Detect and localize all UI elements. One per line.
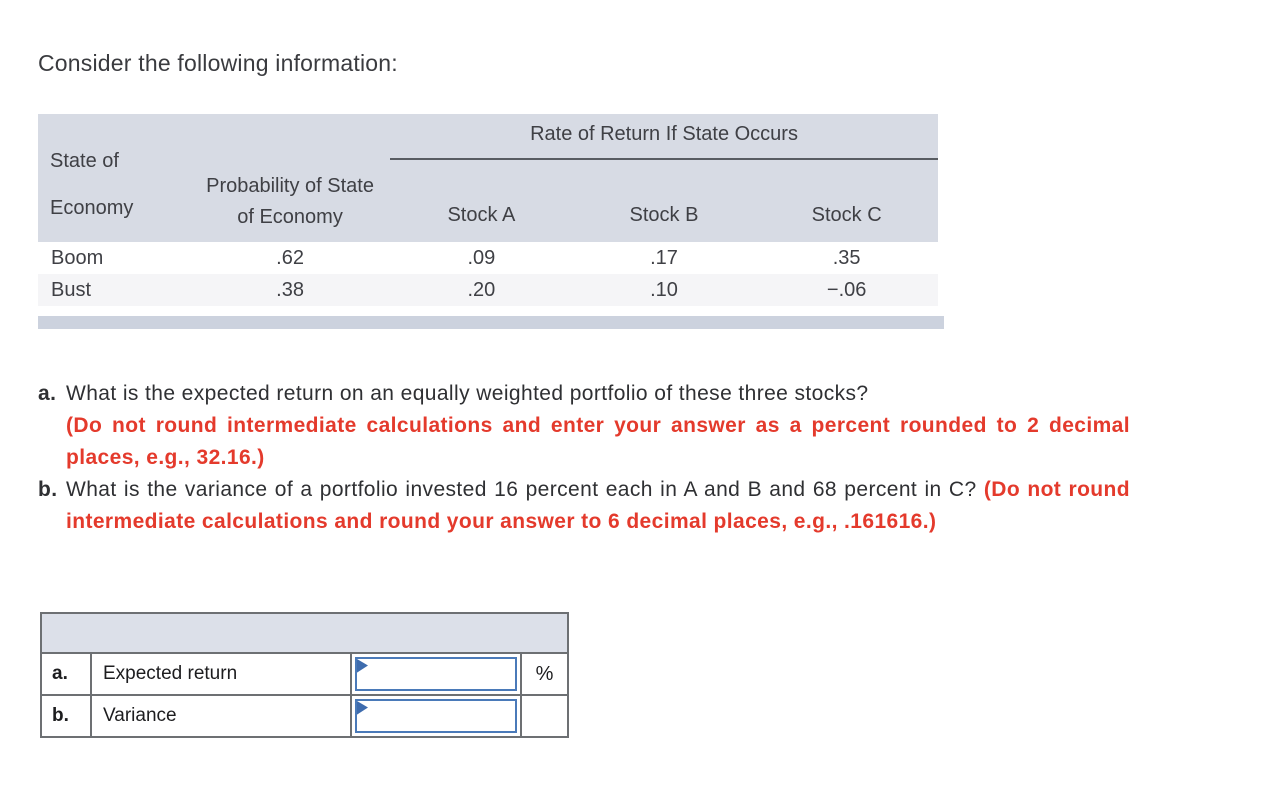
questions-section: a. What is the expected return on an equ… — [38, 378, 1130, 538]
cell-boom-stock-a: .09 — [467, 246, 496, 269]
answer-section: a. Expected return % b. Variance — [40, 612, 1262, 738]
info-table: State of Economy Probability of State of… — [38, 114, 944, 329]
question-a-label: a. — [38, 382, 57, 405]
answer-row-b: b. Variance — [40, 694, 569, 738]
answer-table-header-cell — [40, 612, 569, 654]
question-a: a. What is the expected return on an equ… — [38, 378, 1130, 474]
answer-row-a-input-cell — [350, 652, 522, 696]
question-b: b. What is the variance of a portfolio i… — [38, 474, 1130, 538]
answer-row-a-unit: % — [520, 652, 569, 696]
input-flag-icon — [357, 659, 368, 673]
assignment-page: Consider the following information: Stat… — [38, 50, 1262, 738]
header-state-of-economy: State of Economy — [38, 114, 191, 242]
cell-bust-stock-c: −.06 — [826, 278, 867, 301]
cell-boom-probability: .62 — [276, 246, 304, 269]
variance-input[interactable] — [355, 699, 517, 733]
cell-bust-stock-a: .20 — [467, 278, 496, 301]
question-b-label: b. — [38, 478, 58, 501]
header-probability-of-state: Probability of State of Economy — [190, 114, 391, 242]
answer-row-a-label: a. — [40, 652, 92, 696]
cell-bust-stock-b: .10 — [650, 278, 678, 301]
intro-text: Consider the following information: — [38, 50, 398, 76]
answer-row-a-name: Expected return — [90, 652, 352, 696]
header-stock-a: Stock A — [390, 159, 573, 242]
cell-boom-state: Boom — [51, 246, 104, 269]
cell-boom-stock-c: .35 — [832, 246, 861, 269]
cell-bust-state: Bust — [51, 278, 92, 301]
header-stock-b: Stock B — [572, 159, 756, 242]
input-flag-icon — [357, 701, 368, 715]
question-b-text: What is the variance of a portfolio inve… — [66, 478, 977, 501]
table-footer-bar — [38, 316, 944, 329]
header-stock-c: Stock C — [755, 159, 938, 242]
answer-table-header-row — [40, 612, 569, 654]
answer-row-a: a. Expected return % — [40, 652, 569, 696]
expected-return-input[interactable] — [355, 657, 517, 691]
question-a-text: What is the expected return on an equall… — [66, 382, 869, 405]
answer-row-b-input-cell — [350, 694, 522, 738]
question-b-instruction: (Do not round intermediate calculations … — [66, 478, 1130, 533]
header-rate-of-return-group: Rate of Return If State Occurs — [390, 114, 938, 160]
answer-table: a. Expected return % b. Variance — [40, 612, 569, 738]
answer-row-b-name: Variance — [90, 694, 352, 738]
cell-boom-stock-b: .17 — [650, 246, 678, 269]
answer-row-b-label: b. — [40, 694, 92, 738]
question-a-instruction: (Do not round intermediate calculations … — [66, 414, 1130, 469]
table-row-boom: Boom .62 .09 .17 .35 — [38, 242, 938, 274]
cell-bust-probability: .38 — [276, 278, 304, 301]
table-row-bust: Bust .38 .20 .10 −.06 — [38, 274, 938, 306]
answer-row-b-unit — [520, 694, 569, 738]
